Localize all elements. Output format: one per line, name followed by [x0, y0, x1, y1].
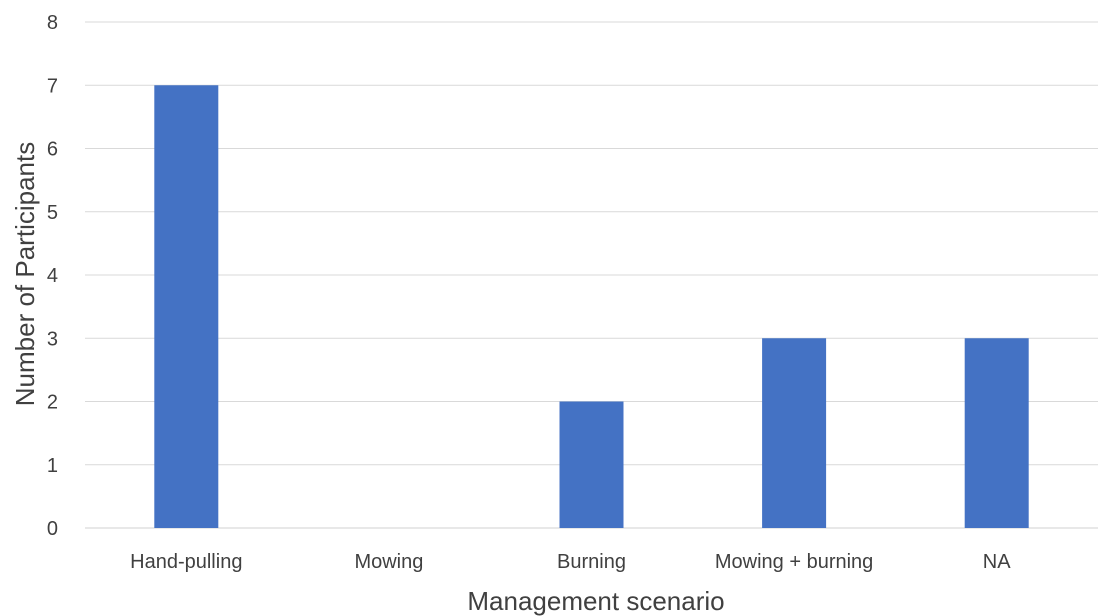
y-axis-tick-labels: 0 1 2 3 4 5 6 7 8 [47, 12, 58, 540]
y-axis-title: Number of Participants [10, 142, 40, 406]
x-axis-title: Management scenario [467, 586, 724, 616]
y-tick-label: 8 [47, 12, 58, 34]
bar-burning [559, 401, 624, 528]
bar-hand-pulling [154, 85, 219, 528]
x-tick-label: Hand-pulling [130, 551, 242, 573]
y-tick-label: 7 [47, 75, 58, 97]
bar-na [964, 338, 1029, 528]
x-tick-label: Burning [557, 551, 626, 573]
y-tick-label: 2 [47, 392, 58, 414]
bars [154, 85, 1029, 528]
y-tick-label: 3 [47, 328, 58, 350]
x-tick-label: NA [983, 551, 1011, 573]
x-axis-tick-labels: Hand-pulling Mowing Burning Mowing + burnin… [130, 551, 1011, 573]
y-tick-label: 5 [47, 202, 58, 224]
y-tick-label: 0 [47, 518, 58, 540]
bar-mowing-burning [762, 338, 827, 528]
y-tick-label: 6 [47, 139, 58, 161]
x-tick-label: Mowing + burning [715, 551, 873, 573]
y-tick-label: 4 [47, 265, 58, 287]
gridlines [85, 21, 1098, 529]
x-tick-label: Mowing [354, 551, 423, 573]
y-tick-label: 1 [47, 455, 58, 477]
